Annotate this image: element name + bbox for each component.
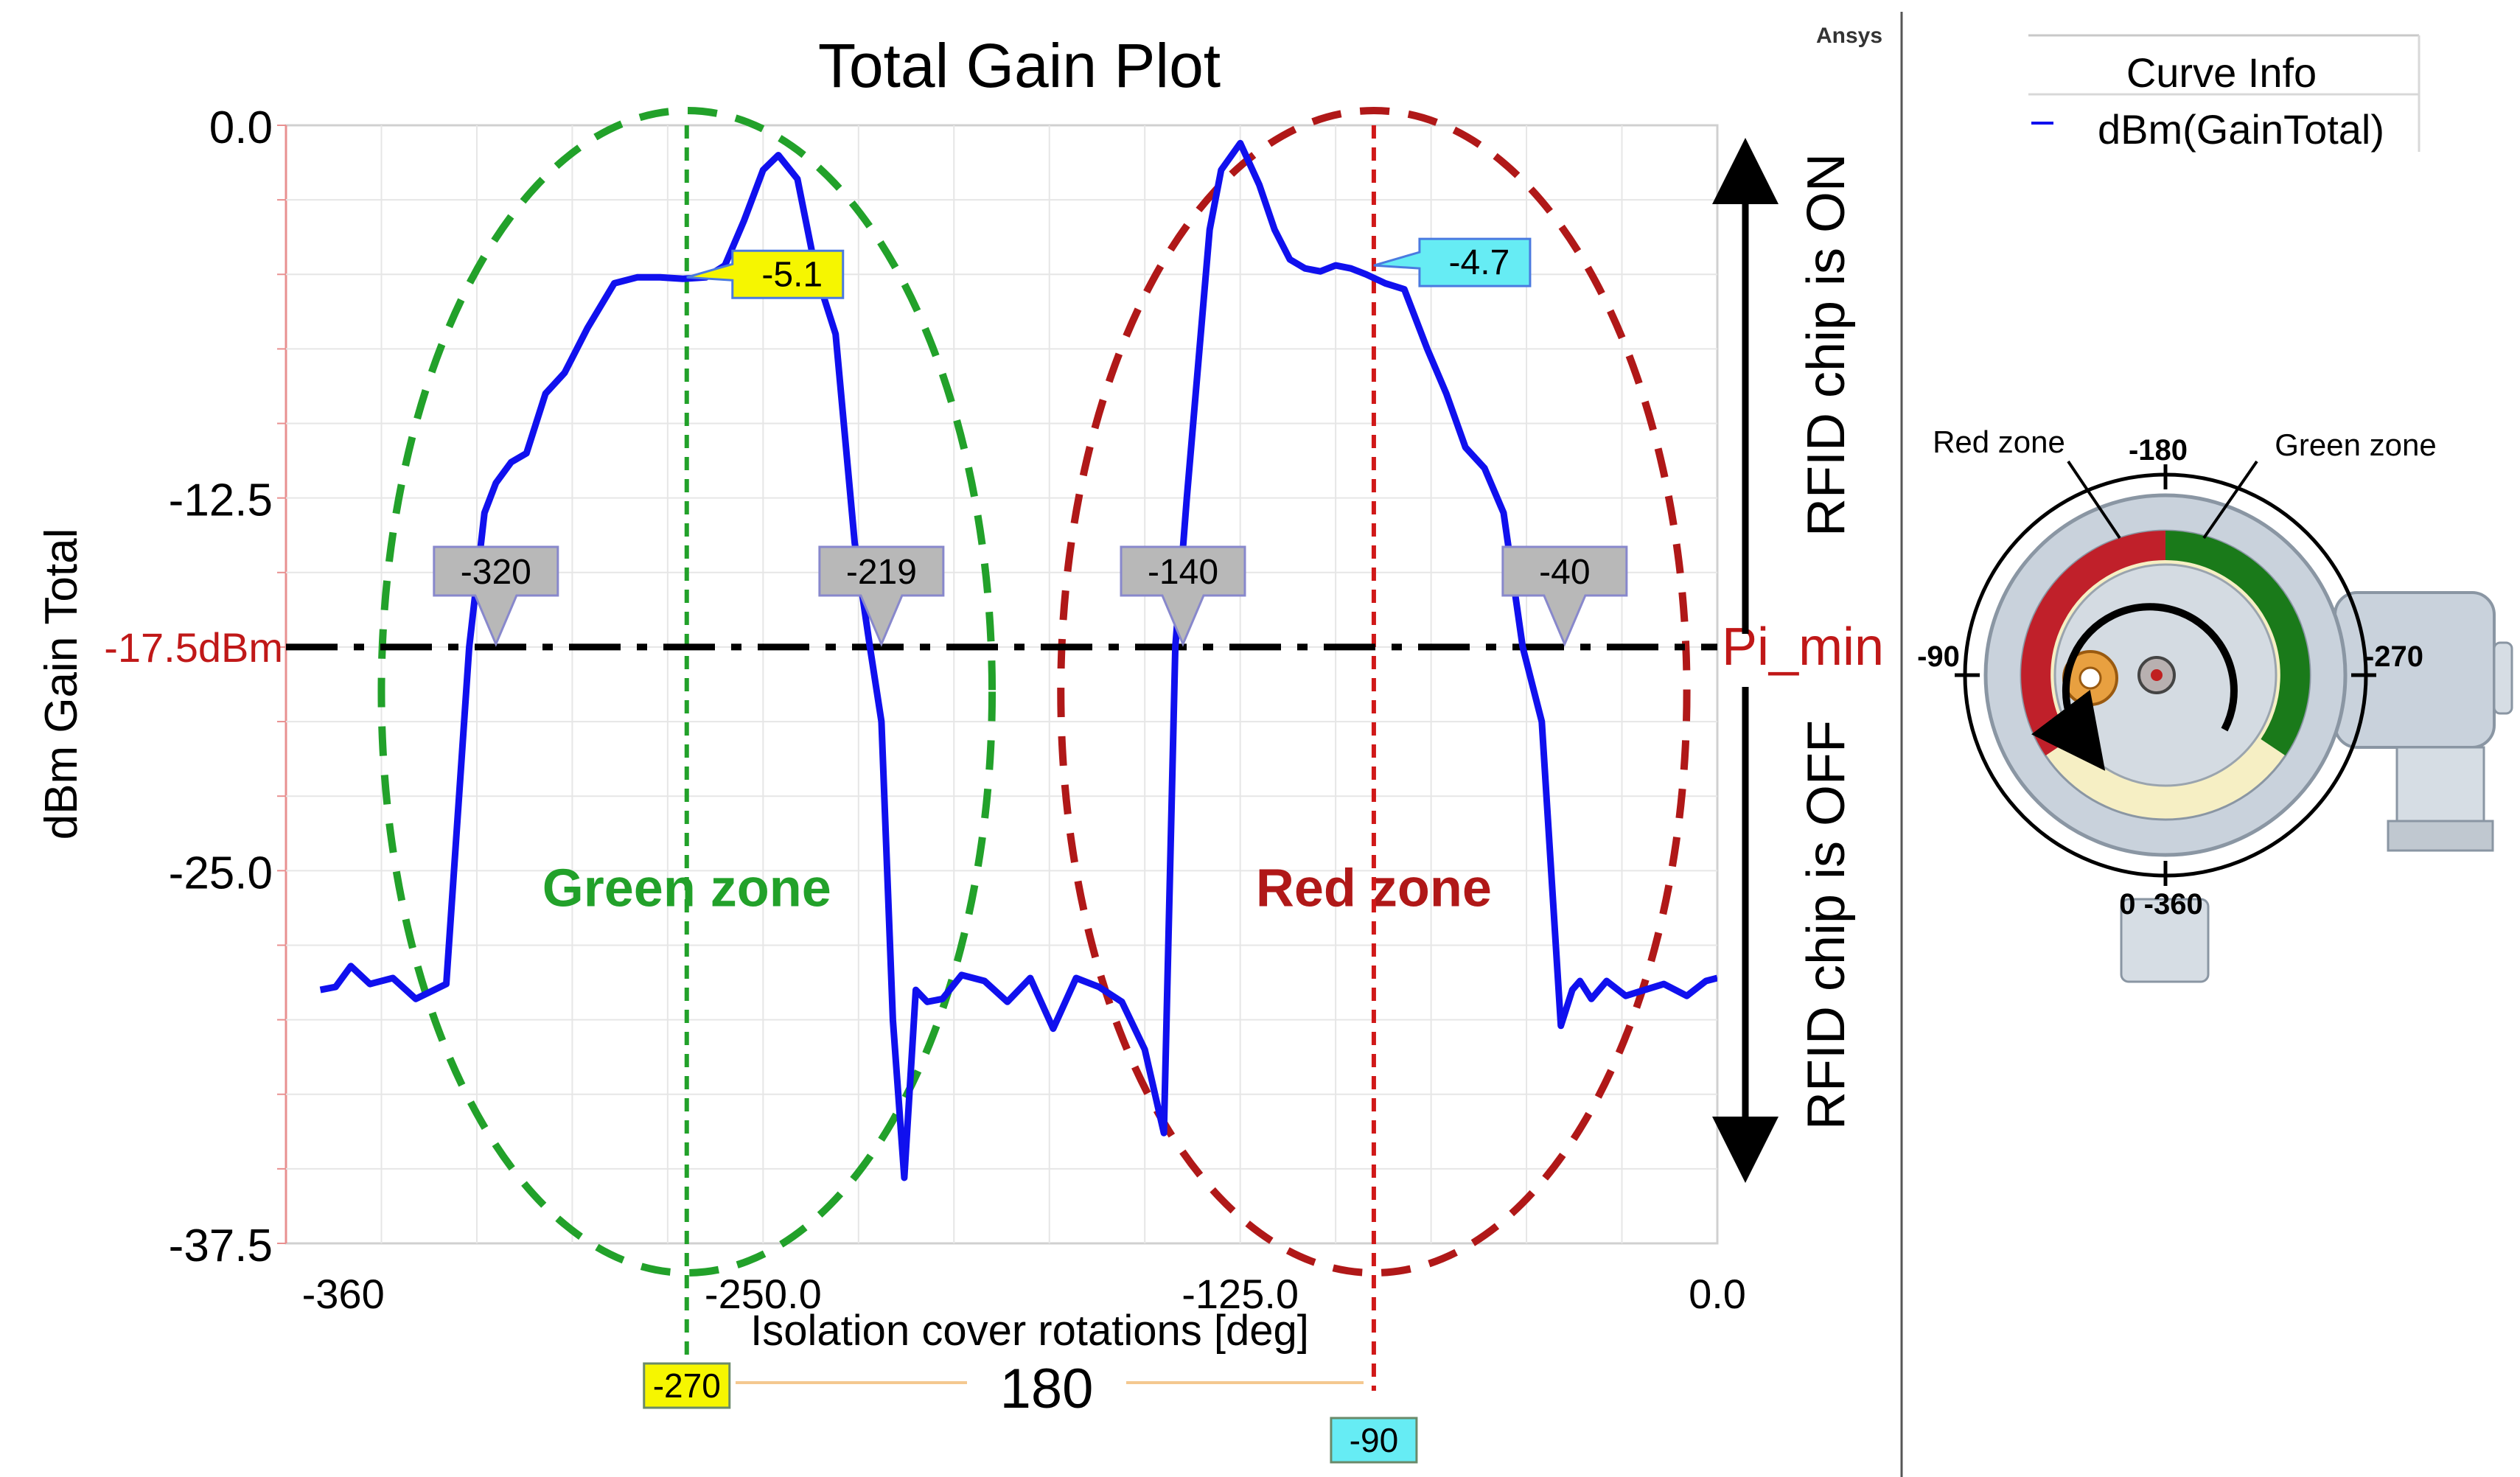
y-tick-label: 0.0	[209, 102, 273, 153]
crossing-marker-label: -320	[461, 553, 531, 592]
span-label: 180	[1000, 1358, 1094, 1420]
rfid-off-label: RFID chip is OFF	[1797, 720, 1856, 1130]
plot-area	[277, 124, 1719, 1245]
device-gland	[2120, 898, 2210, 983]
bottom-marker-label: -270	[653, 1366, 721, 1405]
x-tick-label: -125.0	[1182, 1271, 1299, 1317]
y-tick-label: -12.5	[169, 475, 273, 526]
x-tick-label: 0.0	[1689, 1271, 1746, 1317]
red-zone-leader	[2067, 460, 2121, 540]
y-tick-labels: 0.0 -12.5 -25.0 -37.5	[169, 102, 273, 1271]
inset-bottom-label: 0 -360	[2119, 888, 2202, 921]
value-marker-label: -4.7	[1449, 243, 1510, 282]
x-tick-label: -250.0	[705, 1271, 822, 1317]
device-connector-foot	[2387, 820, 2494, 852]
red-zone-ellipse	[1057, 107, 1691, 1277]
ansys-watermark: Ansys	[1816, 24, 1882, 48]
value-markers: -5.1 -4.7	[686, 237, 1532, 299]
chart-title: Total Gain Plot	[818, 31, 1221, 100]
minor-ticks	[277, 125, 286, 1244]
rfid-chip-core	[2079, 666, 2102, 690]
value-marker-label: -5.1	[761, 255, 823, 294]
y-tick-label: -25.0	[169, 848, 273, 898]
green-zone-leader	[2202, 460, 2258, 540]
crossing-marker-label: -219	[846, 553, 917, 592]
device-connector-tab	[2493, 641, 2513, 715]
grid	[286, 125, 1717, 1243]
x-tick-label: -360	[302, 1271, 385, 1317]
device-inset: -180 -90 -270 0 -360 Red zone Green zone	[1917, 425, 2513, 983]
green-zone-ellipse	[377, 107, 997, 1277]
bottom-marker-box	[643, 1362, 731, 1409]
crossing-marker-label: -40	[1539, 553, 1590, 592]
inset-red-zone-label: Red zone	[1933, 425, 2065, 459]
device-connector-neck	[2395, 746, 2485, 823]
crossing-markers: -320 -219 -140 -40	[433, 545, 1628, 647]
value-marker-flag	[1373, 237, 1532, 287]
crossing-marker-callout	[1501, 545, 1628, 647]
inset-green-zone-label: Green zone	[2275, 427, 2436, 462]
y-axis-label: dBm Gain Total	[36, 528, 87, 840]
legend-title: Curve Info	[2126, 49, 2317, 96]
x-axis-label: Isolation cover rotations [deg]	[750, 1307, 1309, 1355]
rotation-direction-arrow	[2031, 603, 2238, 771]
threshold-value-label: -17.5dBm	[104, 624, 283, 671]
crossing-marker-callout	[1120, 545, 1246, 647]
bottom-marker-box	[1330, 1417, 1418, 1464]
crossing-marker-callout	[818, 545, 945, 647]
legend-entry: dBm(GainTotal)	[2098, 106, 2384, 153]
inset-left-label: -90	[1917, 640, 1960, 673]
x-tick-labels: -360 -250.0 -125.0 0.0	[302, 1271, 1746, 1317]
crossing-marker-label: -140	[1148, 553, 1218, 592]
inset-top-label: -180	[2129, 434, 2188, 467]
pi-min-label: Pi_min	[1722, 618, 1884, 677]
device-green-arc	[2165, 531, 2310, 756]
plot-frame	[285, 124, 1719, 1245]
gain-total-curve	[319, 139, 1717, 1181]
inset-right-label: -270	[2364, 640, 2423, 673]
value-marker-flag	[686, 249, 845, 299]
center-screw-dot	[2151, 669, 2163, 681]
legend: Curve Info dBm(GainTotal)	[2028, 34, 2420, 153]
bottom-marker-label: -90	[1350, 1421, 1398, 1459]
bottom-markers: -270 -90	[643, 1362, 1418, 1464]
rfid-on-label: RFID chip is ON	[1797, 153, 1856, 537]
y-tick-label: -37.5	[169, 1221, 273, 1271]
crossing-marker-callout	[433, 545, 559, 647]
